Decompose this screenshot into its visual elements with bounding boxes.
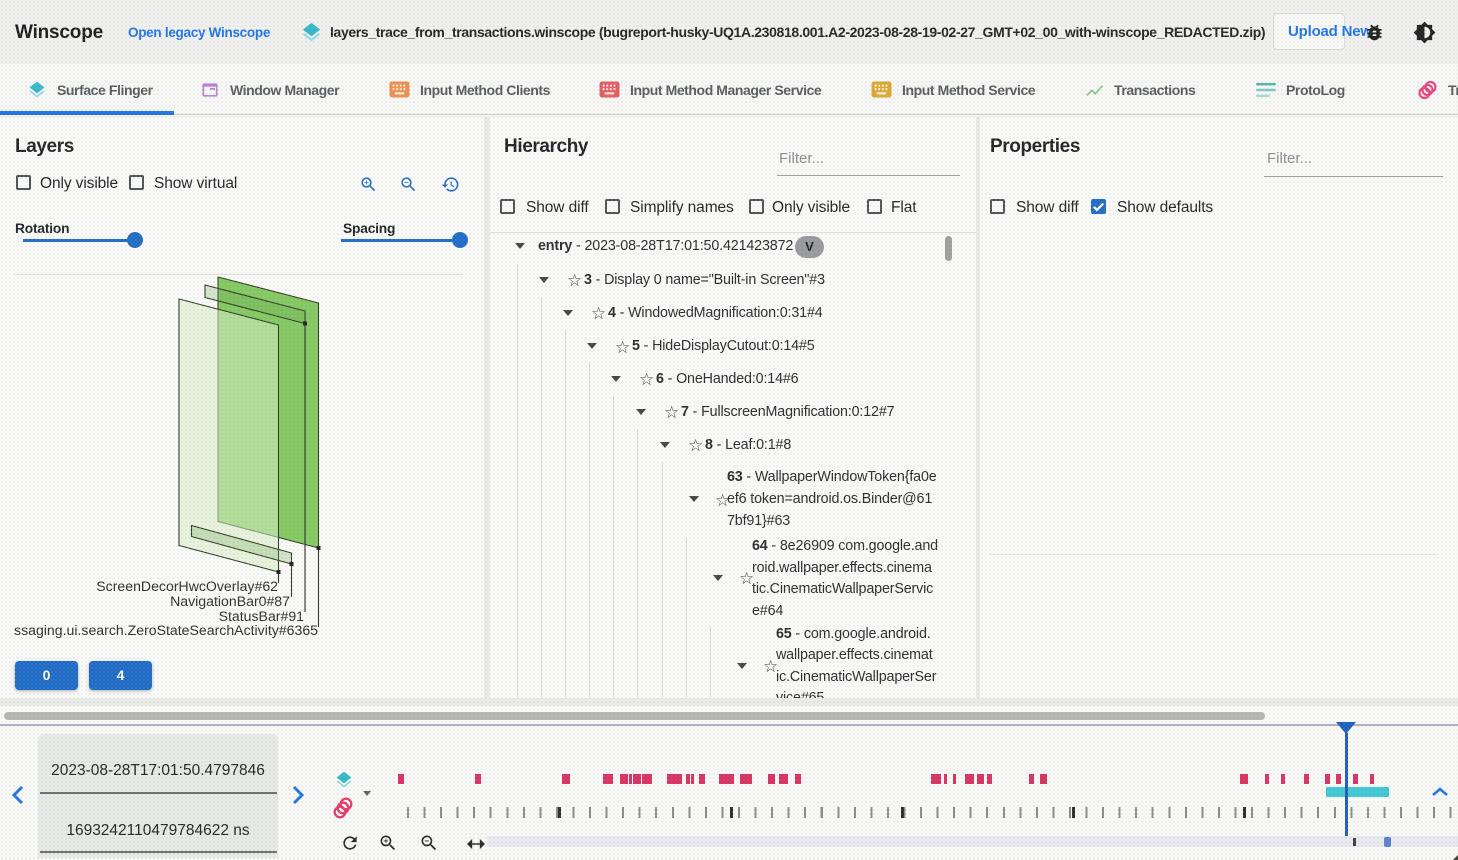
svg-text:StatusBar#91: StatusBar#91 (219, 608, 305, 624)
svg-text:ScreenDecorHwcOverlay#62: ScreenDecorHwcOverlay#62 (96, 578, 278, 594)
svg-text:NavigationBar0#87: NavigationBar0#87 (170, 593, 290, 609)
svg-text:ssaging.ui.search.ZeroStateSea: ssaging.ui.search.ZeroStateSearchActivit… (14, 622, 318, 638)
